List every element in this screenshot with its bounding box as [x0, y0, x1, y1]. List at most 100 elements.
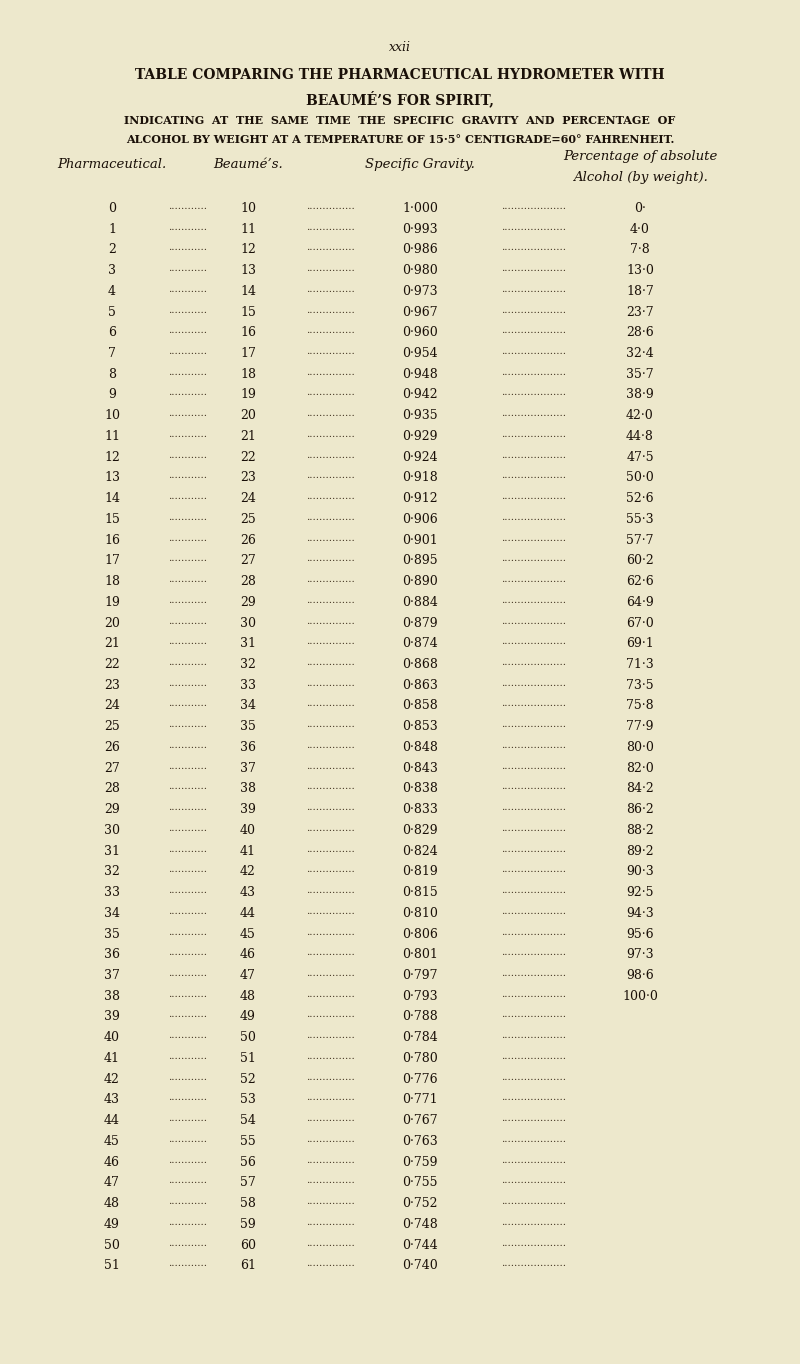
Text: ...............: ............... [306, 346, 354, 356]
Text: ....................: .................... [502, 1114, 566, 1123]
Text: ............: ............ [169, 948, 207, 958]
Text: 52·6: 52·6 [626, 492, 654, 505]
Text: ............: ............ [169, 907, 207, 915]
Text: ...............: ............... [306, 202, 354, 211]
Text: 35·7: 35·7 [626, 368, 654, 381]
Text: ...............: ............... [306, 1052, 354, 1061]
Text: ............: ............ [169, 409, 207, 419]
Text: 40: 40 [104, 1031, 120, 1045]
Text: ............: ............ [169, 596, 207, 604]
Text: ...............: ............... [306, 472, 354, 480]
Text: 53: 53 [240, 1094, 256, 1106]
Text: 35: 35 [104, 928, 120, 941]
Text: 26: 26 [240, 533, 256, 547]
Text: 37: 37 [240, 761, 256, 775]
Text: 55·3: 55·3 [626, 513, 654, 527]
Text: ....................: .................... [502, 1259, 566, 1269]
Text: 1: 1 [108, 222, 116, 236]
Text: ............: ............ [169, 554, 207, 563]
Text: ...............: ............... [306, 513, 354, 522]
Text: 0·755: 0·755 [402, 1176, 438, 1189]
Text: ............: ............ [169, 1259, 207, 1269]
Text: 0·890: 0·890 [402, 576, 438, 588]
Text: ............: ............ [169, 513, 207, 522]
Text: 46: 46 [240, 948, 256, 962]
Text: ............: ............ [169, 617, 207, 626]
Text: 17: 17 [104, 554, 120, 567]
Text: ...............: ............... [306, 803, 354, 812]
Text: ....................: .................... [502, 389, 566, 397]
Text: 7·8: 7·8 [630, 243, 650, 256]
Text: 15: 15 [240, 306, 256, 319]
Text: ....................: .................... [502, 803, 566, 812]
Text: ...............: ............... [306, 222, 354, 232]
Text: ...............: ............... [306, 1135, 354, 1144]
Text: 0·: 0· [634, 202, 646, 216]
Text: 21: 21 [240, 430, 256, 443]
Text: 31: 31 [240, 637, 256, 651]
Text: ....................: .................... [502, 1198, 566, 1206]
Text: ....................: .................... [502, 928, 566, 937]
Text: 0·843: 0·843 [402, 761, 438, 775]
Text: 23: 23 [240, 472, 256, 484]
Text: 27: 27 [104, 761, 120, 775]
Text: ............: ............ [169, 968, 207, 978]
Text: ............: ............ [169, 1218, 207, 1226]
Text: 51: 51 [104, 1259, 120, 1273]
Text: 0·912: 0·912 [402, 492, 438, 505]
Text: ....................: .................... [502, 968, 566, 978]
Text: ............: ............ [169, 803, 207, 812]
Text: ....................: .................... [502, 346, 566, 356]
Text: 49: 49 [104, 1218, 120, 1230]
Text: ....................: .................... [502, 513, 566, 522]
Text: 18: 18 [240, 368, 256, 381]
Text: ...............: ............... [306, 1239, 354, 1248]
Text: ...............: ............... [306, 948, 354, 958]
Text: 43: 43 [104, 1094, 120, 1106]
Text: ...............: ............... [306, 679, 354, 687]
Text: 37: 37 [104, 968, 120, 982]
Text: 100·0: 100·0 [622, 990, 658, 1003]
Text: ....................: .................... [502, 637, 566, 647]
Text: 60: 60 [240, 1239, 256, 1252]
Text: ....................: .................... [502, 1052, 566, 1061]
Text: ............: ............ [169, 700, 207, 708]
Text: 94·3: 94·3 [626, 907, 654, 919]
Text: ....................: .................... [502, 430, 566, 439]
Text: 88·2: 88·2 [626, 824, 654, 837]
Text: 41: 41 [104, 1052, 120, 1065]
Text: 97·3: 97·3 [626, 948, 654, 962]
Text: 16: 16 [240, 326, 256, 340]
Text: 47·5: 47·5 [626, 450, 654, 464]
Text: 36: 36 [240, 741, 256, 754]
Text: ....................: .................... [502, 741, 566, 750]
Text: ............: ............ [169, 679, 207, 687]
Text: ...............: ............... [306, 285, 354, 293]
Text: ............: ............ [169, 243, 207, 252]
Text: 10: 10 [104, 409, 120, 423]
Text: 4·0: 4·0 [630, 222, 650, 236]
Text: 18·7: 18·7 [626, 285, 654, 297]
Text: ....................: .................... [502, 554, 566, 563]
Text: 48: 48 [104, 1198, 120, 1210]
Text: ............: ............ [169, 1239, 207, 1248]
Text: ...............: ............... [306, 657, 354, 667]
Text: 0·776: 0·776 [402, 1072, 438, 1086]
Text: ....................: .................... [502, 202, 566, 211]
Text: 17: 17 [240, 346, 256, 360]
Text: ...............: ............... [306, 1259, 354, 1269]
Text: 36: 36 [104, 948, 120, 962]
Text: ............: ............ [169, 450, 207, 460]
Text: 0·767: 0·767 [402, 1114, 438, 1127]
Text: 0·838: 0·838 [402, 783, 438, 795]
Text: 0·901: 0·901 [402, 533, 438, 547]
Text: ....................: .................... [502, 243, 566, 252]
Text: 39: 39 [104, 1011, 120, 1023]
Text: ....................: .................... [502, 285, 566, 293]
Text: 33: 33 [104, 887, 120, 899]
Text: ....................: .................... [502, 1072, 566, 1082]
Text: ....................: .................... [502, 761, 566, 771]
Text: 52: 52 [240, 1072, 256, 1086]
Text: 0·788: 0·788 [402, 1011, 438, 1023]
Text: ............: ............ [169, 1094, 207, 1102]
